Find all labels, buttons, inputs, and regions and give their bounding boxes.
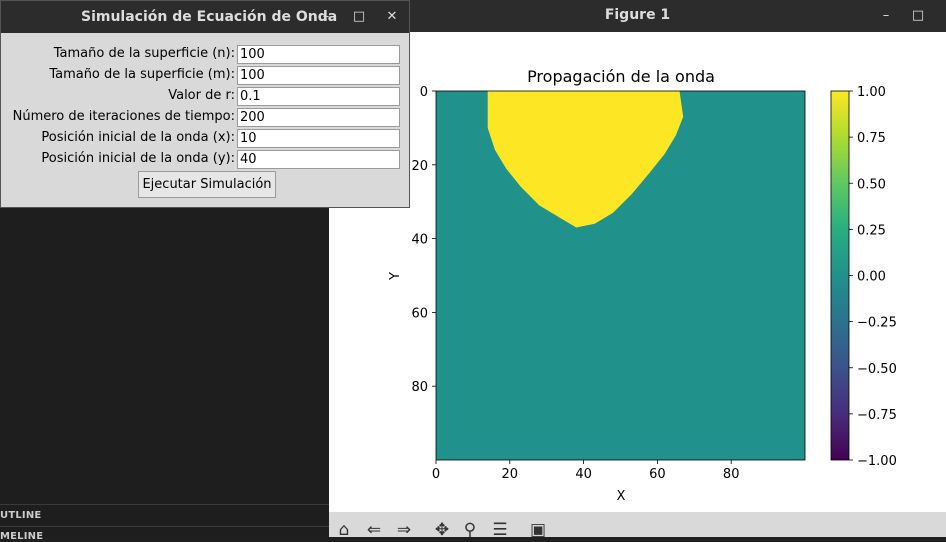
axes-frame — [435, 90, 806, 461]
dialog-maximize-icon[interactable]: □ — [352, 9, 366, 24]
configure-icon[interactable]: ☰ — [492, 520, 508, 540]
dialog-title: Simulación de Ecuación de Onda — [81, 9, 338, 25]
colorbar-tick-label: −0.50 — [857, 362, 897, 377]
colorbar-tick-label: −1.00 — [857, 454, 897, 469]
figure-title: Figure 1 — [604, 7, 671, 23]
colorbar-tick-label: −0.25 — [857, 316, 897, 331]
field-m-label: Tamaño de la superficie (m): — [49, 67, 235, 82]
colorbar — [830, 90, 850, 461]
x-tick-label: 0 — [432, 467, 440, 482]
y-tick-label: 60 — [411, 306, 428, 321]
y-tick-label: 20 — [411, 159, 428, 174]
field-y-input[interactable] — [237, 150, 400, 169]
field-m-input[interactable] — [237, 66, 400, 85]
y-tick-label: 40 — [411, 233, 428, 248]
x-tick-label: 60 — [649, 467, 666, 482]
field-y-label: Posición inicial de la onda (y): — [41, 151, 235, 166]
colorbar-tick-label: −0.75 — [857, 408, 897, 423]
figure-toolbar: ⌂ ⇐ ⇒ ✥ ⚲ ☰ ▣ — [329, 512, 946, 540]
colorbar-tick-label: 0.00 — [857, 270, 886, 285]
figure-minimize-icon[interactable]: – — [882, 8, 890, 23]
x-axis-label: X — [617, 489, 626, 504]
y-tick-label: 0 — [420, 85, 428, 100]
heatmap — [435, 90, 806, 461]
run-simulation-button[interactable]: Ejecutar Simulación — [138, 171, 276, 198]
y-tick-label: 80 — [411, 380, 428, 395]
field-r-input[interactable] — [237, 87, 400, 106]
colorbar-tick-label: 0.75 — [857, 131, 886, 146]
field-r-label: Valor de r: — [168, 88, 235, 103]
forward-icon[interactable]: ⇒ — [396, 520, 412, 540]
field-x-input[interactable] — [237, 129, 400, 148]
figure-maximize-icon[interactable]: □ — [911, 8, 925, 23]
x-tick-label: 80 — [723, 467, 740, 482]
pan-icon[interactable]: ✥ — [434, 520, 450, 540]
colorbar-tick-label: 1.00 — [857, 85, 886, 100]
back-icon[interactable]: ⇐ — [366, 520, 382, 540]
x-tick-label: 40 — [575, 467, 592, 482]
timeline-separator — [0, 526, 330, 527]
wave-region — [487, 91, 684, 228]
plot-canvas: Propagación de la onda 0 20 40 60 80 0 20 40 60… — [388, 67, 897, 504]
field-x-label: Posición inicial de la onda (x): — [41, 130, 235, 145]
field-iterations-input[interactable] — [237, 108, 400, 127]
field-n-input[interactable] — [237, 45, 400, 64]
y-axis: 0 20 40 60 80 — [411, 85, 436, 395]
save-icon[interactable]: ▣ — [529, 520, 547, 540]
home-icon[interactable]: ⌂ — [338, 520, 350, 540]
figure-titlebar[interactable]: Figure 1 – □ — [329, 0, 946, 32]
y-axis-label: Y — [388, 272, 403, 281]
zoom-icon[interactable]: ⚲ — [463, 520, 477, 540]
x-axis: 0 20 40 60 80 — [432, 460, 740, 482]
outline-separator — [0, 504, 330, 505]
colorbar-tick-label: 0.50 — [857, 177, 886, 192]
outline-section-header[interactable]: UTLINE — [0, 510, 42, 521]
field-n-label: Tamaño de la superficie (n): — [53, 46, 235, 61]
colorbar-ticks: 1.00 0.75 0.50 0.25 0.00 −0.25 −0.50 −0.75 −1.00 — [849, 85, 897, 469]
dialog-close-icon[interactable]: ✕ — [386, 9, 398, 24]
plot-title: Propagación de la onda — [527, 67, 715, 86]
field-iterations-label: Número de iteraciones de tiempo: — [12, 109, 235, 124]
x-tick-label: 20 — [502, 467, 519, 482]
dialog-minimize-icon[interactable]: – — [322, 9, 330, 24]
figure-window: Figure 1 – □ Propagación de la onda 0 20 4… — [329, 0, 946, 540]
colorbar-tick-label: 0.25 — [857, 223, 886, 238]
dialog-titlebar[interactable]: Simulación de Ecuación de Onda – □ ✕ — [1, 1, 409, 33]
simulation-dialog: Simulación de Ecuación de Onda – □ ✕ Tam… — [0, 0, 410, 208]
